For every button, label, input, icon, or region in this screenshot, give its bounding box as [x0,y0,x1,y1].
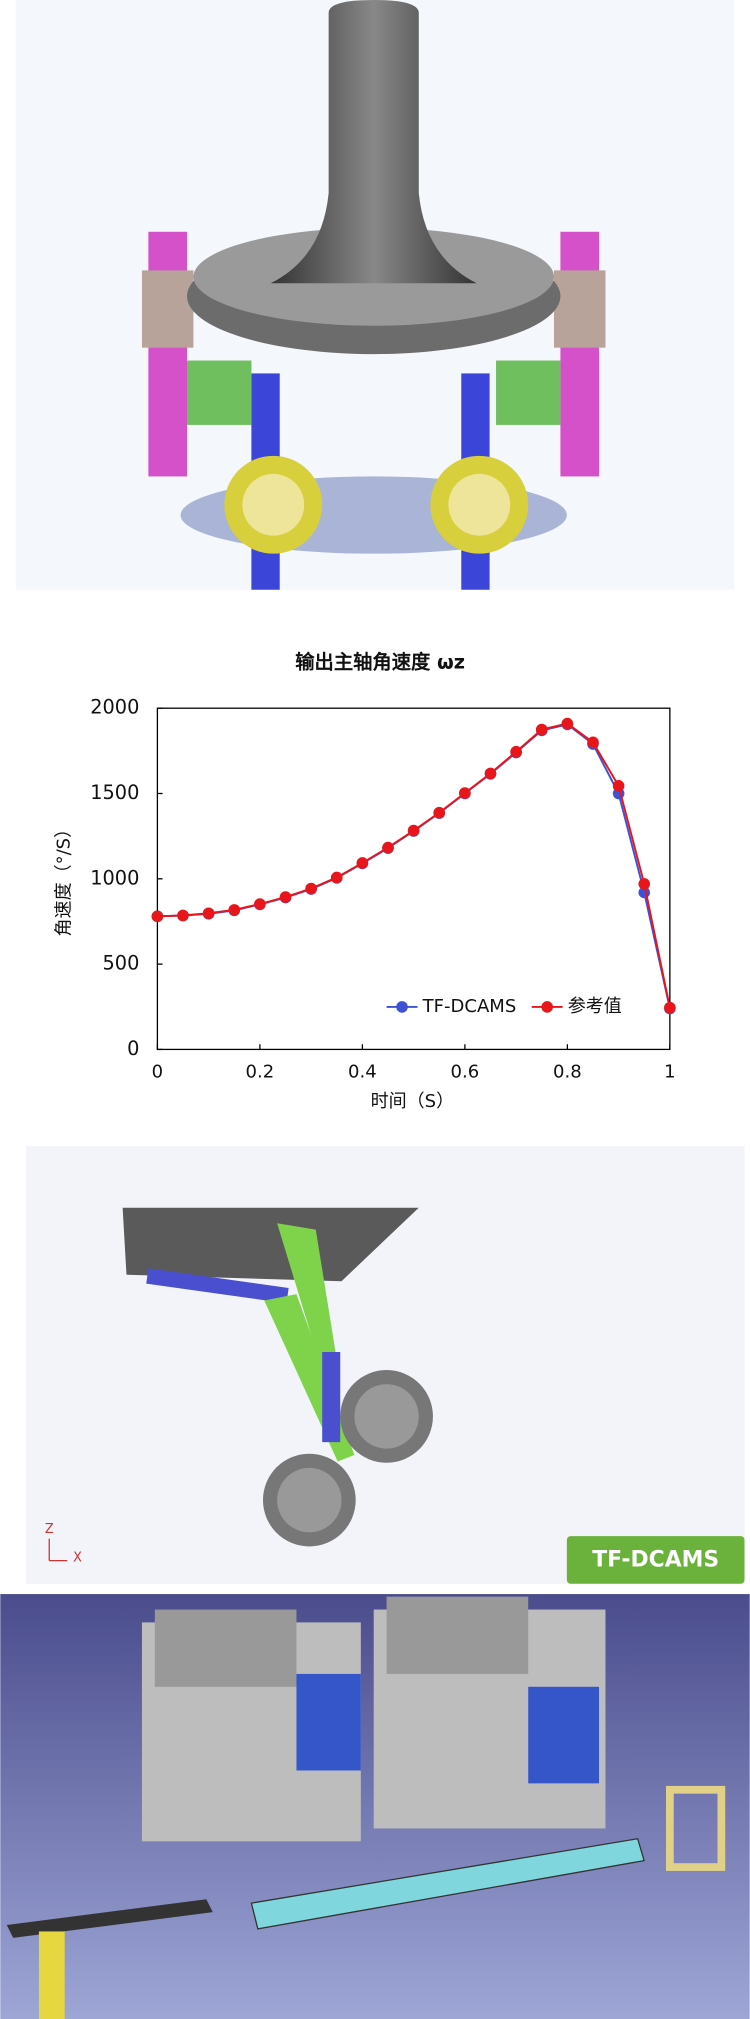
legend-marker [541,1001,553,1013]
series-marker [228,904,241,916]
series-marker [254,898,266,910]
chart: 输出主轴角速度 ωz 时间（S） 角速度（°/S） 0 500 1000 1500 20… [54,651,676,1112]
series-marker [664,1001,676,1014]
x-tick-label: 0.6 [451,1062,480,1083]
x-axis-label: 时间（S） [371,1091,454,1112]
series-marker [177,909,189,922]
series-marker [382,841,394,854]
series-marker [151,910,164,923]
series-marker [330,871,343,884]
series-marker [510,745,522,758]
y-tick-label: 500 [103,952,140,975]
series-marker [279,891,292,903]
series-marker [638,878,651,890]
series-marker [305,882,317,895]
y-tick-label: 1500 [90,781,139,804]
badge [566,1536,745,1584]
series-marker [459,787,471,799]
x-tick-label: 0 [152,1062,163,1083]
series-marker [561,717,574,730]
series-marker [587,736,599,749]
axis-triad-label: Z [45,1522,54,1537]
badge-text: TF-DCAMS [592,1548,719,1573]
series-marker [433,806,446,819]
x-tick-label: 0.2 [246,1062,275,1083]
series-line [157,722,671,1008]
y-axis-label: 角速度（°/S） [54,820,75,937]
gear-image [15,0,735,590]
y-tick-label: 1000 [90,866,139,889]
x-tick-label: 1 [664,1062,675,1083]
legend-label: TF-DCAMS [422,996,517,1017]
series-marker [407,824,420,837]
y-tick-label: 2000 [90,696,139,719]
legend-label: 参考值 [568,996,622,1017]
x-tick-label: 0.4 [348,1062,377,1083]
x-tick-label: 0.8 [553,1062,582,1083]
axis-triad-label: X [73,1551,82,1566]
series-marker [612,780,625,792]
series-marker [535,723,548,736]
series-marker [484,767,497,780]
landing-gear-image: Z X TF-DCAMS [26,1145,745,1584]
y-tick-label: 0 [127,1037,139,1060]
series-marker [202,907,215,920]
legend-marker [396,1001,408,1013]
series-marker [356,857,369,869]
series-line [157,723,671,1009]
cad-image [0,1594,750,2019]
chart-title: 输出主轴角速度 ωz [295,651,465,674]
